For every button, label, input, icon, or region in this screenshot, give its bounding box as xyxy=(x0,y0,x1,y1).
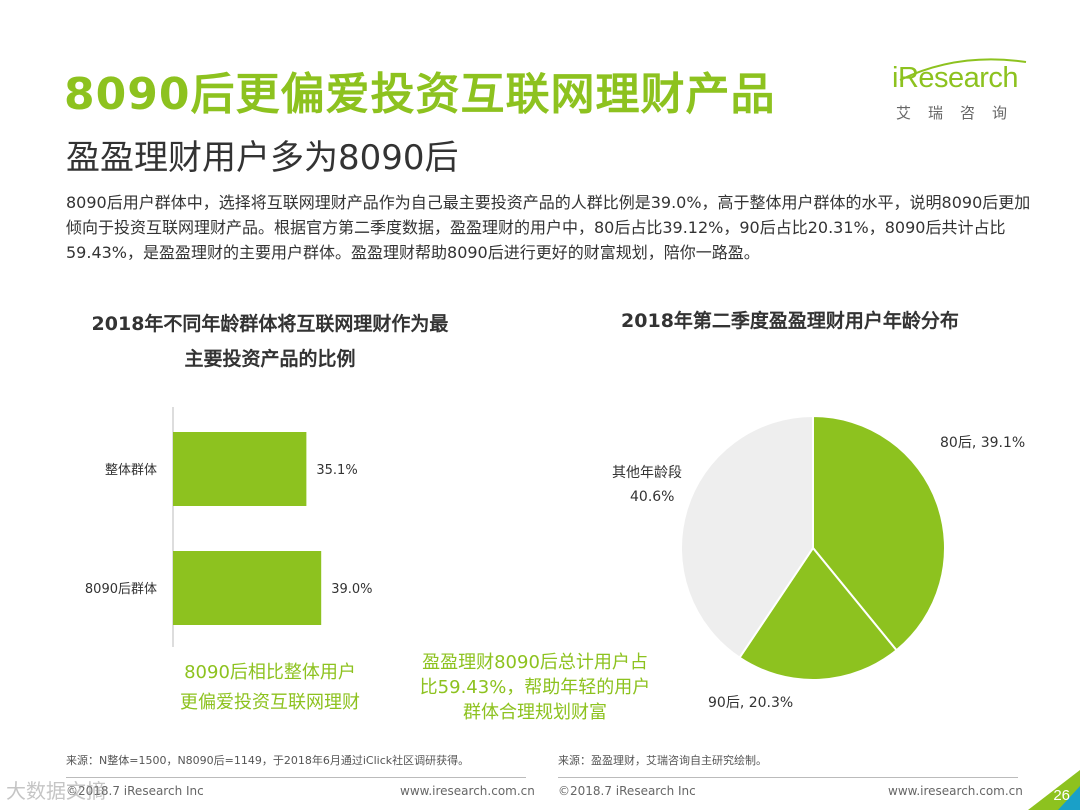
pie-label-80s: 80后, 39.1% xyxy=(940,435,1025,451)
page-number: 26 xyxy=(1053,787,1070,804)
bar-8090 xyxy=(173,551,322,625)
bar-category-label: 整体群体 xyxy=(105,463,157,478)
bar-chart-title-line2: 主要投资产品的比例 xyxy=(184,348,356,370)
pie-chart: 80后, 39.1% 90后, 20.3% 其他年龄段 40.6% xyxy=(612,414,1025,711)
bar-category-label: 8090后群体 xyxy=(85,582,157,597)
iresearch-logo: iResearch 艾瑞咨询 xyxy=(888,58,1028,124)
footer-divider xyxy=(66,777,526,778)
footer-divider xyxy=(558,777,1018,778)
logo-subtitle: 艾瑞咨询 xyxy=(896,104,1025,122)
copyright-right: ©2018.7 iResearch Inc xyxy=(558,784,696,798)
website-link-right[interactable]: www.iresearch.com.cn xyxy=(888,784,1023,798)
pie-slice-90s xyxy=(738,546,898,681)
logo-swoosh-icon xyxy=(899,58,1027,81)
bar-chart: 整体群体 8090后群体 35.1% 39.0% xyxy=(85,407,373,647)
logo-wordmark: iResearch xyxy=(892,62,1019,94)
pie-chart-title: 2018年第二季度盈盈理财用户年龄分布 xyxy=(621,310,959,332)
pie-chart-note: 盈盈理财8090后总计用户占 比59.43%，帮助年轻的用户 群体合理规划财富 xyxy=(395,650,675,725)
source-note-left: 来源：N整体=1500，N8090后=1149，于2018年6月通过iClick… xyxy=(66,754,470,767)
pie-note-line: 群体合理规划财富 xyxy=(463,702,607,723)
pie-note-line: 比59.43%，帮助年轻的用户 xyxy=(419,677,651,698)
source-note-right: 来源：盈盈理财，艾瑞咨询自主研究绘制。 xyxy=(558,754,767,767)
bar-value-label: 39.0% xyxy=(331,582,372,597)
bar-chart-title-line1: 2018年不同年龄群体将互联网理财作为最 xyxy=(91,313,449,335)
pie-label-90s: 90后, 20.3% xyxy=(708,695,793,711)
intro-paragraph: 8090后用户群体中，选择将互联网理财产品作为自己最主要投资产品的人群比例是39… xyxy=(66,193,1031,262)
page-subtitle: 盈盈理财用户多为8090后 xyxy=(66,138,459,178)
copyright-left: ©2018.7 iResearch Inc xyxy=(66,784,204,798)
bar-note-line: 8090后相比整体用户 xyxy=(184,662,356,683)
page-corner-shape xyxy=(1028,770,1080,810)
pie-slice-80s xyxy=(812,414,946,652)
page-title: 8090后更偏爱投资互联网理财产品 xyxy=(64,69,776,120)
bar-value-label: 35.1% xyxy=(316,463,357,478)
bar-chart-note: 8090后相比整体用户 更偏爱投资互联网理财 xyxy=(140,658,400,718)
pie-label-other-value: 40.6% xyxy=(630,489,674,505)
pie-label-other-name: 其他年龄段 xyxy=(612,465,682,481)
watermark: 大数据文摘 xyxy=(6,779,106,803)
website-link-left[interactable]: www.iresearch.com.cn xyxy=(400,784,535,798)
bar-note-line: 更偏爱投资互联网理财 xyxy=(180,692,360,713)
pie-note-line: 盈盈理财8090后总计用户占 xyxy=(422,652,648,673)
pie-slice-other xyxy=(680,414,814,660)
bar-overall xyxy=(173,432,307,506)
